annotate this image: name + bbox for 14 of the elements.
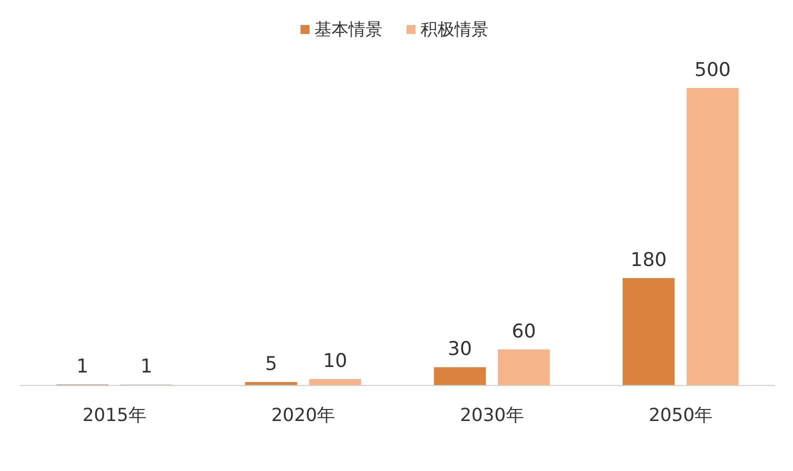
data-label: 180 <box>630 249 667 272</box>
data-label: 30 <box>448 338 472 360</box>
data-label: 10 <box>323 350 348 372</box>
x-tick-label: 2050年 <box>648 405 713 426</box>
data-label: 1 <box>76 355 88 378</box>
data-label: 500 <box>694 59 731 81</box>
data-label: 1 <box>140 355 152 378</box>
legend-label: 积极情景 <box>420 20 488 40</box>
data-label: 60 <box>512 320 536 342</box>
x-tick-label: 2030年 <box>460 405 524 426</box>
x-tick-label: 2020年 <box>271 405 336 426</box>
legend-label: 基本情景 <box>314 20 382 40</box>
data-label: 5 <box>265 353 278 376</box>
x-tick-label: 2015年 <box>82 405 146 426</box>
